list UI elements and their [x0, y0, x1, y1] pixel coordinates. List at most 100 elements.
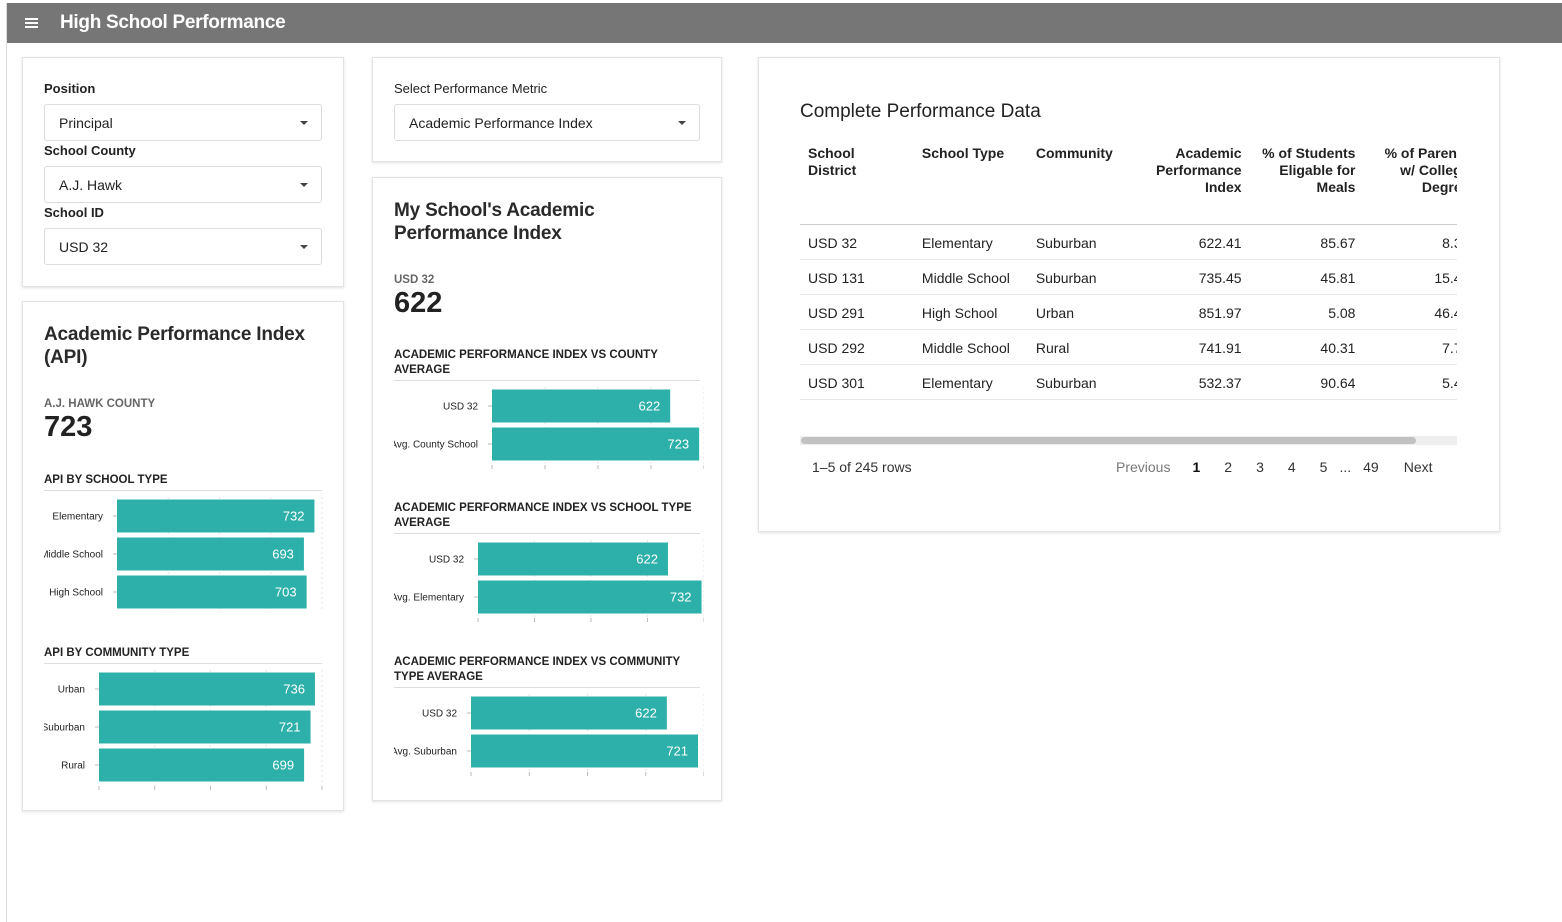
- bar[interactable]: [471, 734, 699, 768]
- table-cell: Middle School: [921, 339, 1010, 356]
- metric-select[interactable]: Academic Performance Index: [394, 104, 700, 141]
- bar[interactable]: [478, 580, 702, 614]
- table-cell: 7.71: [1442, 339, 1457, 356]
- county-compare-chart-title: ACADEMIC PERFORMANCE INDEX VS COUNTY AVE…: [394, 349, 658, 376]
- table-cell: Urban: [1035, 304, 1074, 321]
- bar[interactable]: [117, 499, 315, 533]
- position-value: Principal: [59, 114, 113, 131]
- app-title: High School Performance: [60, 12, 286, 33]
- bar[interactable]: [471, 696, 667, 730]
- position-label: Position: [44, 81, 96, 96]
- table-header-row: School District School Type Community Acade…: [800, 145, 1457, 224]
- column-header[interactable]: % of Students Eligable for Meals: [1262, 145, 1356, 195]
- table-cell: USD 32: [808, 234, 858, 251]
- category-label: Rural: [61, 761, 85, 772]
- category-label: High School: [49, 588, 103, 599]
- table-title: Complete Performance Data: [800, 101, 1041, 122]
- page-3-button[interactable]: 3: [1256, 459, 1264, 475]
- divider: [394, 687, 700, 688]
- table-scroll-area[interactable]: School District School Type Community Acade…: [800, 145, 1457, 445]
- bar[interactable]: [492, 389, 671, 423]
- column-header[interactable]: School Type: [921, 145, 1005, 161]
- divider: [394, 533, 700, 534]
- table-cell: 5.08: [1328, 304, 1356, 321]
- table-cell: 8.36: [1442, 234, 1457, 251]
- horizontal-scrollbar[interactable]: [800, 436, 1457, 445]
- bar-value-label: 693: [272, 547, 294, 562]
- table-cell: USD 292: [808, 339, 865, 356]
- menu-icon[interactable]: [11, 3, 51, 43]
- community-compare-chart-title: ACADEMIC PERFORMANCE INDEX VS COMMUNITY …: [394, 656, 681, 683]
- category-label: Avg. County School: [394, 440, 478, 451]
- bar-value-label: 732: [670, 590, 692, 605]
- table-row: USD 301 Elementary Suburban 532.37 90.64 5.48: [800, 364, 1457, 399]
- bar[interactable]: [492, 427, 700, 461]
- school-id-label: School ID: [44, 205, 104, 220]
- category-label: Elementary: [52, 512, 103, 523]
- table-cell: USD 131: [808, 269, 865, 286]
- school-id-select[interactable]: USD 32: [44, 228, 322, 265]
- table-cell: 46.40: [1434, 304, 1457, 321]
- table-cell: 85.67: [1320, 234, 1356, 251]
- table-cell: Elementary: [921, 234, 993, 251]
- bar[interactable]: [99, 748, 305, 782]
- column-header[interactable]: Community: [1035, 145, 1113, 161]
- page-4-button[interactable]: 4: [1287, 459, 1296, 475]
- bar-value-label: 622: [636, 552, 658, 567]
- table-cell: Middle School: [921, 269, 1010, 286]
- bar-value-label: 732: [283, 509, 305, 524]
- bar[interactable]: [117, 537, 304, 571]
- table-row: USD 131 Middle School Suburban 735.45 45.81 1…: [800, 259, 1457, 294]
- previous-page-button[interactable]: Previous: [1116, 459, 1171, 475]
- school-id-value: USD 32: [59, 238, 109, 255]
- page-5-button[interactable]: 5: [1319, 459, 1328, 475]
- my-school-card-title: My School's Academic Performance Index: [394, 200, 595, 244]
- table-cell: High School: [921, 304, 998, 321]
- chevron-down-icon: [300, 245, 308, 249]
- county-compare-chart: USD 32 622 Avg. County School 723: [394, 387, 704, 469]
- column-header[interactable]: % of Parents w/ College Degree: [1384, 145, 1457, 195]
- table-cell: Suburban: [1035, 269, 1097, 286]
- bar[interactable]: [117, 575, 307, 609]
- pagination: Previous 1 2 3 4 5 ... 49 Next: [1116, 459, 1433, 475]
- api-card-title: Academic Performance Index (API): [44, 324, 305, 368]
- metric-value: Academic Performance Index: [409, 114, 593, 131]
- column-header[interactable]: Academic Performance Index: [1155, 145, 1242, 195]
- table-cell: 40.31: [1320, 339, 1356, 356]
- filters-card: Position Principal School County A.J. Ha…: [22, 57, 344, 287]
- table-cell: 851.97: [1198, 304, 1242, 321]
- bar-value-label: 723: [667, 437, 689, 452]
- divider: [44, 490, 322, 491]
- metric-label: Select Performance Metric: [394, 81, 548, 96]
- api-card: Academic Performance Index (API) A.J. HA…: [22, 301, 344, 811]
- table-cell: 90.64: [1320, 374, 1356, 391]
- table-row: USD 291 High School Urban 851.97 5.08 46.40: [800, 294, 1457, 329]
- table-cell: 735.45: [1198, 269, 1242, 286]
- school-kpi-value: 622: [394, 287, 443, 319]
- chevron-down-icon: [300, 121, 308, 125]
- performance-table-card: Complete Performance Data School Distric…: [758, 57, 1500, 532]
- chevron-down-icon: [678, 121, 686, 125]
- scrollbar-thumb[interactable]: [801, 437, 1416, 444]
- position-select[interactable]: Principal: [44, 104, 322, 141]
- column-header[interactable]: School District: [808, 145, 857, 178]
- bar-value-label: 721: [279, 720, 301, 735]
- page-ellipsis: ...: [1339, 459, 1352, 475]
- bar[interactable]: [99, 672, 315, 706]
- bar[interactable]: [478, 542, 668, 576]
- page-1-button[interactable]: 1: [1192, 459, 1201, 475]
- category-label: Middle School: [44, 550, 103, 561]
- bar[interactable]: [99, 710, 311, 744]
- top-bar: High School Performance: [7, 3, 1562, 43]
- category-label: USD 32: [443, 402, 478, 413]
- chevron-down-icon: [300, 183, 308, 187]
- bar-value-label: 622: [635, 706, 657, 721]
- page-2-button[interactable]: 2: [1224, 459, 1233, 475]
- table-cell: 5.48: [1442, 374, 1457, 391]
- page-49-button[interactable]: 49: [1363, 459, 1379, 475]
- app-frame: High School Performance Position Princip…: [6, 3, 1562, 922]
- county-select[interactable]: A.J. Hawk: [44, 166, 322, 203]
- table-cell: USD 291: [808, 304, 865, 321]
- next-page-button[interactable]: Next: [1403, 459, 1433, 475]
- school-type-chart: Elementary 732 Middle School 693 High School…: [44, 497, 323, 610]
